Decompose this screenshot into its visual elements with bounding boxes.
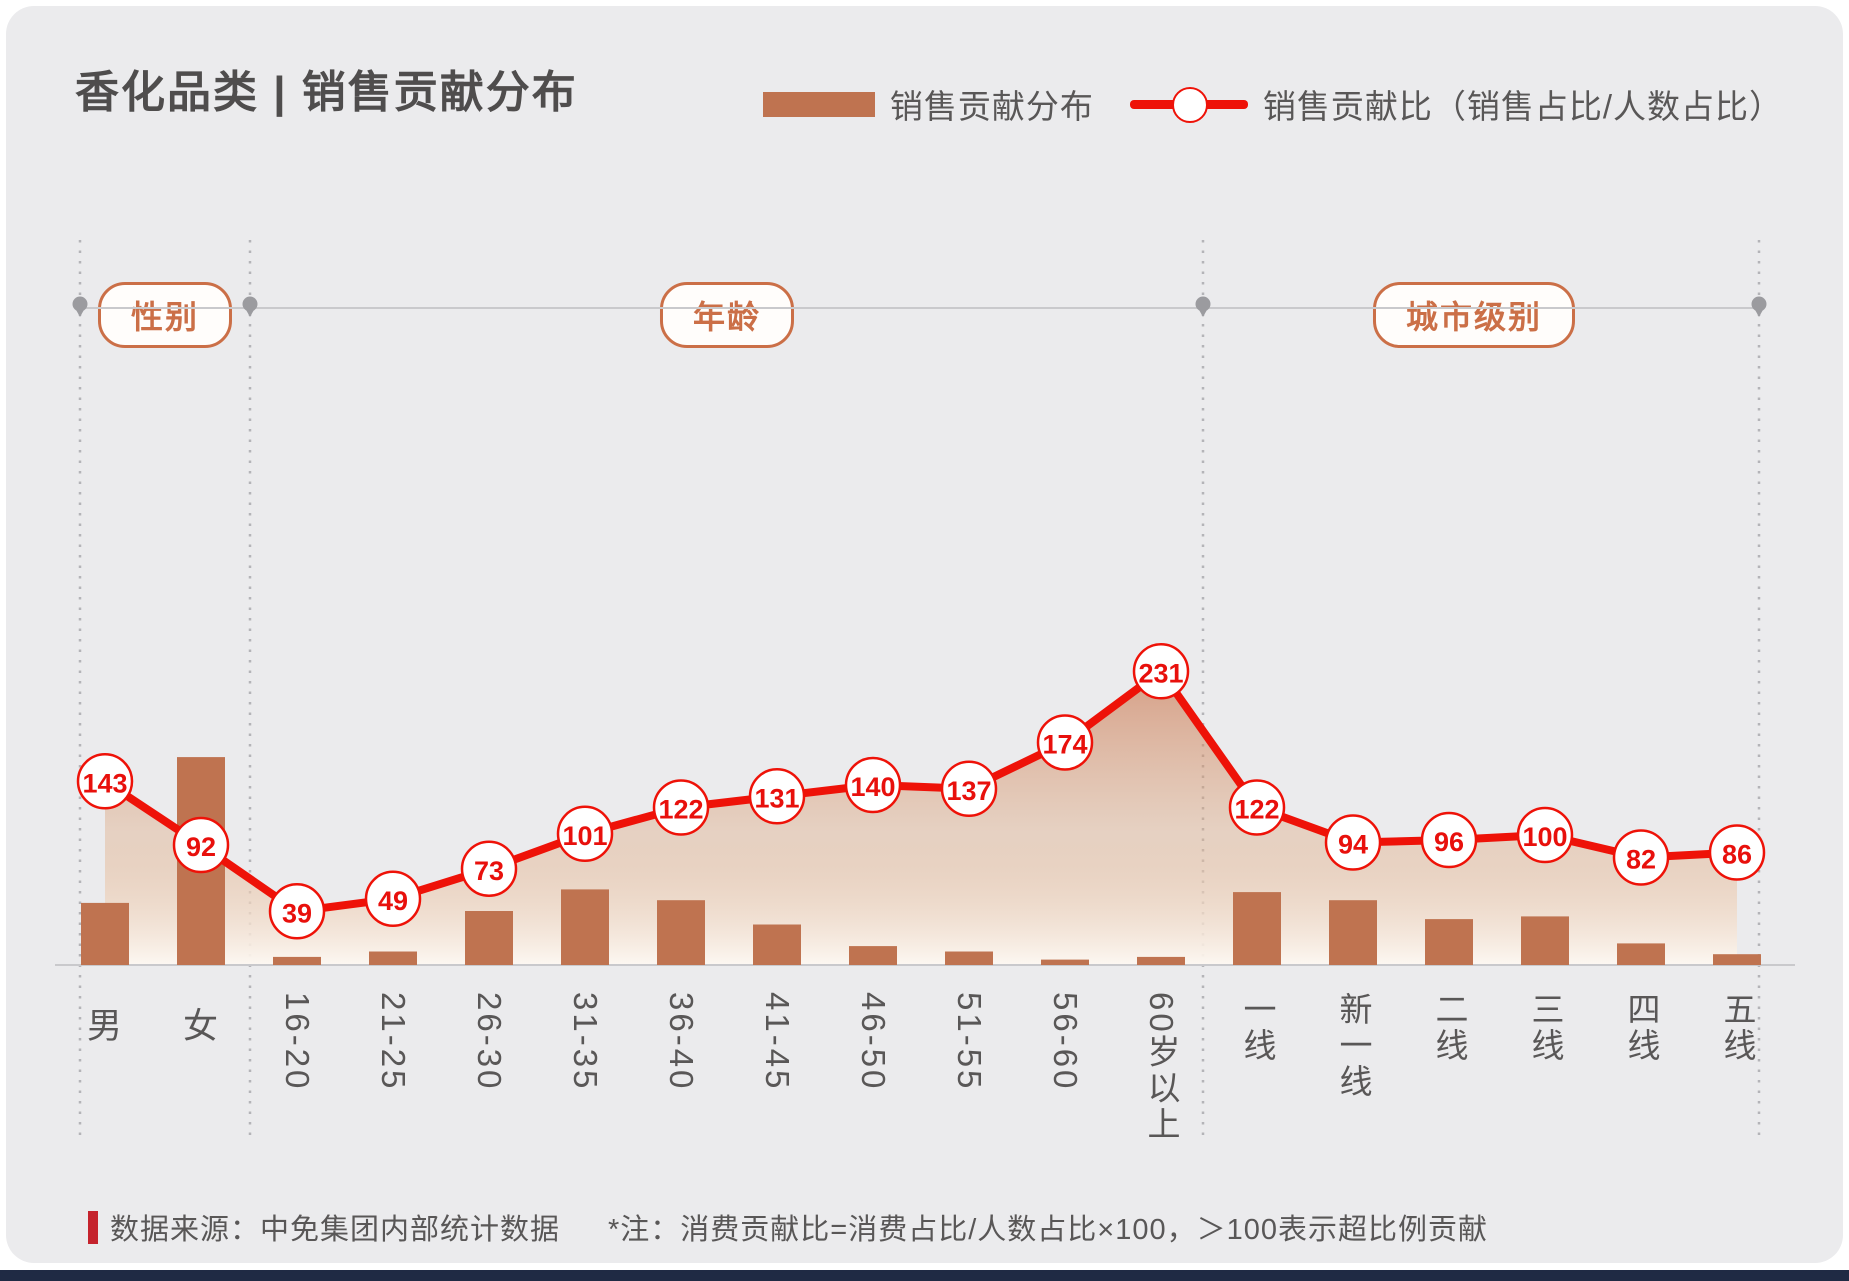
ratio-marker: 101 <box>556 805 614 863</box>
category-label: 16-20 <box>279 992 316 1092</box>
contribution-bar <box>945 951 993 965</box>
ratio-marker: 49 <box>364 870 422 928</box>
contribution-bar <box>561 889 609 965</box>
ratio-marker: 131 <box>748 768 806 825</box>
category-label: 60岁以上 <box>1143 992 1180 1143</box>
ratio-value-label: 82 <box>1626 845 1656 875</box>
ratio-marker: 73 <box>460 840 518 898</box>
contribution-bar <box>1713 954 1761 965</box>
ratio-value-label: 143 <box>82 768 127 798</box>
ratio-marker: 231 <box>1132 643 1190 700</box>
ratio-marker: 82 <box>1612 829 1670 886</box>
ratio-marker: 92 <box>172 816 230 874</box>
category-label: 56-60 <box>1047 992 1084 1092</box>
section-pill-age: 年龄 <box>659 282 795 348</box>
contribution-bar <box>753 924 801 965</box>
category-label: 46-50 <box>855 992 892 1092</box>
ratio-value-label: 100 <box>1522 822 1567 852</box>
category-label: 26-30 <box>471 992 508 1092</box>
contribution-bar <box>849 946 897 965</box>
section-divider-lines <box>78 240 1761 1140</box>
ratio-value-label: 73 <box>474 856 504 886</box>
divider-pin-icons <box>72 296 1767 317</box>
footnote-text: *注：消费贡献比=消费占比/人数占比×100，＞100表示超比例贡献 <box>608 1214 1489 1246</box>
contribution-bar <box>1425 919 1473 965</box>
category-label: 女 <box>182 1007 220 1046</box>
category-label: 三线 <box>1527 992 1564 1064</box>
category-label: 51-55 <box>951 992 988 1092</box>
category-label: 男 <box>86 1007 124 1046</box>
ratio-value-label: 231 <box>1138 658 1183 688</box>
legend: 销售贡献分布 销售贡献比（销售占比/人数占比） <box>762 80 1783 128</box>
ratio-marker: 122 <box>652 779 710 836</box>
contribution-bar <box>1329 900 1377 965</box>
footer: 数据来源：中免集团内部统计数据 *注：消费贡献比=消费占比/人数占比×100，＞… <box>88 1206 1488 1248</box>
ratio-value-label: 140 <box>850 772 895 802</box>
ratio-value-label: 92 <box>186 832 216 862</box>
ratio-area-fill <box>105 671 1737 965</box>
ratio-value-label: 94 <box>1338 830 1368 860</box>
contribution-bar <box>81 902 129 965</box>
source-accent-bar <box>88 1210 98 1244</box>
ratio-value-label: 122 <box>658 795 703 825</box>
ratio-value-label: 101 <box>562 821 607 851</box>
ratio-value-label: 49 <box>378 886 408 916</box>
page-title: 香化品类 | 销售贡献分布 <box>75 68 578 117</box>
ratio-marker: 100 <box>1516 806 1574 864</box>
category-label: 一线 <box>1239 992 1276 1064</box>
ratio-markers: 143 92 39 49 73 101 122 131 140 137 174 231 122 94 96 1… <box>76 643 1766 940</box>
chart-card <box>6 6 1843 1263</box>
category-label: 四线 <box>1623 992 1660 1064</box>
ratio-value-label: 137 <box>946 776 991 806</box>
contribution-bar <box>369 951 417 965</box>
ratio-marker: 86 <box>1708 824 1766 881</box>
ratio-value-label: 96 <box>1434 827 1464 857</box>
legend-line-label: 销售贡献比（销售占比/人数占比） <box>1262 88 1783 125</box>
ratio-marker: 137 <box>940 760 998 818</box>
category-label: 31-35 <box>567 992 604 1092</box>
section-pill-city: 城市级别 <box>1372 282 1576 348</box>
category-label: 五线 <box>1719 992 1756 1064</box>
contribution-bar <box>465 911 513 965</box>
contribution-bar <box>273 956 321 965</box>
data-source-text: 数据来源：中免集团内部统计数据 <box>110 1214 561 1246</box>
ratio-marker: 39 <box>268 883 326 940</box>
ratio-marker: 143 <box>76 753 134 810</box>
ratio-marker: 96 <box>1420 811 1478 869</box>
bottom-border-bar <box>0 1270 1849 1281</box>
ratio-marker: 174 <box>1036 714 1094 771</box>
contribution-bar <box>1617 943 1665 965</box>
category-label: 41-45 <box>759 992 796 1092</box>
contribution-bar <box>1041 959 1089 965</box>
section-pill-gender: 性别 <box>97 282 233 348</box>
bar-swatch-icon <box>762 91 875 117</box>
legend-bar-label: 销售贡献分布 <box>889 88 1094 125</box>
legend-item-bar: 销售贡献分布 <box>762 80 1094 128</box>
ratio-value-label: 131 <box>754 783 799 813</box>
contribution-bar <box>1233 892 1281 965</box>
ratio-marker: 94 <box>1324 814 1382 871</box>
contribution-bar <box>657 900 705 965</box>
category-label: 二线 <box>1431 992 1468 1064</box>
ratio-value-label: 174 <box>1042 730 1087 760</box>
contribution-bar <box>1521 916 1569 965</box>
ratio-value-label: 86 <box>1722 840 1752 870</box>
category-label: 21-25 <box>375 992 412 1092</box>
ratio-value-label: 39 <box>282 898 312 928</box>
contribution-bar <box>1137 956 1185 965</box>
ratio-marker: 122 <box>1228 779 1286 836</box>
ratio-value-label: 122 <box>1234 795 1279 825</box>
legend-item-line: 销售贡献比（销售占比/人数占比） <box>1129 80 1783 128</box>
category-label: 36-40 <box>663 992 700 1092</box>
category-label: 新一线 <box>1335 992 1372 1100</box>
line-marker-icon <box>1129 85 1248 123</box>
ratio-marker: 140 <box>844 756 902 814</box>
